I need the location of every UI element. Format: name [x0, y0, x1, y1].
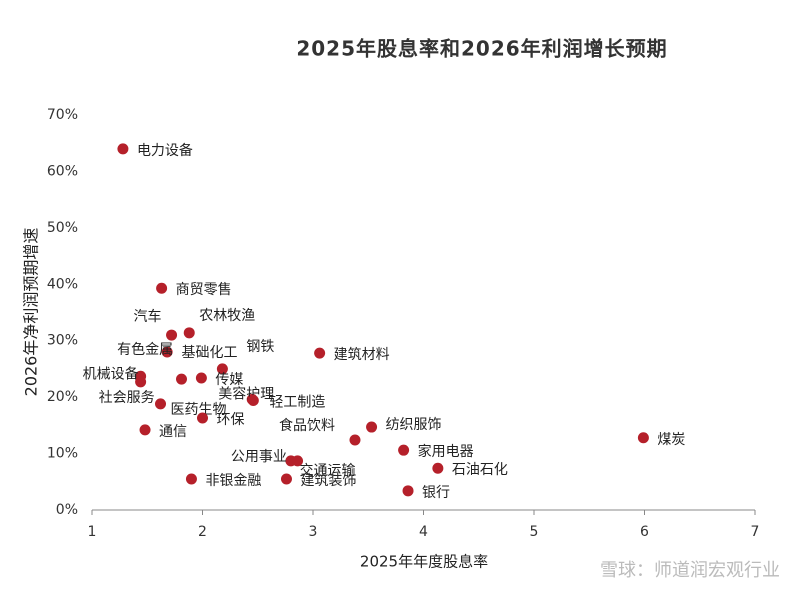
- y-tick-label: 50%: [47, 220, 78, 236]
- point: [156, 282, 168, 294]
- chart-title: 2025年股息率和2026年利润增长预期: [296, 37, 667, 61]
- point-label: 轻工制造: [269, 395, 325, 411]
- point: [366, 421, 378, 433]
- x-tick-label: 3: [309, 524, 318, 540]
- point-label: 社会服务: [99, 390, 155, 406]
- point-label: 环保: [217, 412, 245, 428]
- point-label: 医药生物: [171, 402, 227, 418]
- point: [402, 485, 414, 497]
- point: [197, 412, 208, 424]
- point: [292, 455, 304, 467]
- y-tick-label: 40%: [47, 276, 78, 292]
- point: [117, 143, 129, 155]
- y-tick-label: 70%: [47, 107, 78, 123]
- point-label: 交通运输: [300, 462, 356, 479]
- point-label: 通信: [159, 424, 187, 440]
- point-label: 建筑材料: [334, 347, 390, 363]
- point-label: 基础化工: [182, 344, 238, 361]
- y-tick-label: 0%: [56, 502, 78, 518]
- point-label: 银行: [422, 485, 450, 501]
- point-label: 电力设备: [137, 142, 193, 159]
- point: [398, 444, 410, 456]
- point-label: 机械设备: [83, 365, 139, 382]
- point: [139, 424, 151, 436]
- point-label: 钢铁: [246, 339, 274, 355]
- x-tick-label: 4: [419, 524, 428, 540]
- x-tick-label: 1: [88, 524, 97, 540]
- point: [155, 398, 167, 410]
- point: [247, 395, 259, 407]
- point: [280, 473, 292, 485]
- watermark: 雪球：师道润宏观行业: [600, 560, 780, 581]
- y-tick-label: 30%: [47, 333, 78, 349]
- point-label: 食品饮料: [279, 417, 335, 434]
- point-label: 纺织服饰: [386, 417, 442, 433]
- point-label: 商贸零售: [176, 282, 232, 298]
- point-label: 煤炭: [657, 432, 685, 448]
- point: [637, 432, 649, 444]
- point: [432, 462, 444, 474]
- y-tick-label: 60%: [47, 163, 78, 179]
- x-tick-label: 5: [530, 524, 539, 540]
- point-label: 农林牧渔: [199, 308, 255, 324]
- point: [216, 363, 228, 375]
- point: [349, 434, 361, 446]
- point-label: 美容护理: [218, 385, 274, 402]
- point-label: 公用事业: [231, 449, 287, 465]
- point-label: 汽车: [134, 308, 162, 325]
- point: [185, 473, 197, 485]
- point: [161, 346, 173, 358]
- point: [176, 373, 188, 385]
- x-tick-label: 2: [198, 524, 207, 540]
- point: [166, 329, 178, 341]
- point: [183, 327, 195, 339]
- point-label: 家用电器: [418, 443, 474, 460]
- point-label: 有色金属: [117, 341, 173, 358]
- point: [314, 347, 326, 359]
- point-label: 非银金融: [205, 473, 261, 489]
- x-axis-label: 2025年年度股息率: [360, 553, 488, 571]
- x-tick-label: 7: [751, 524, 760, 540]
- y-tick-label: 10%: [47, 446, 78, 462]
- y-tick-label: 20%: [47, 389, 78, 405]
- point: [195, 372, 207, 384]
- point: [135, 376, 147, 388]
- y-axis-label: 2026年净利润预期增速: [22, 228, 41, 397]
- point-label: 传媒: [215, 372, 243, 388]
- x-tick-label: 6: [640, 524, 649, 540]
- point-label: 建筑装饰: [300, 473, 356, 489]
- point-label: 石油石化: [452, 462, 508, 478]
